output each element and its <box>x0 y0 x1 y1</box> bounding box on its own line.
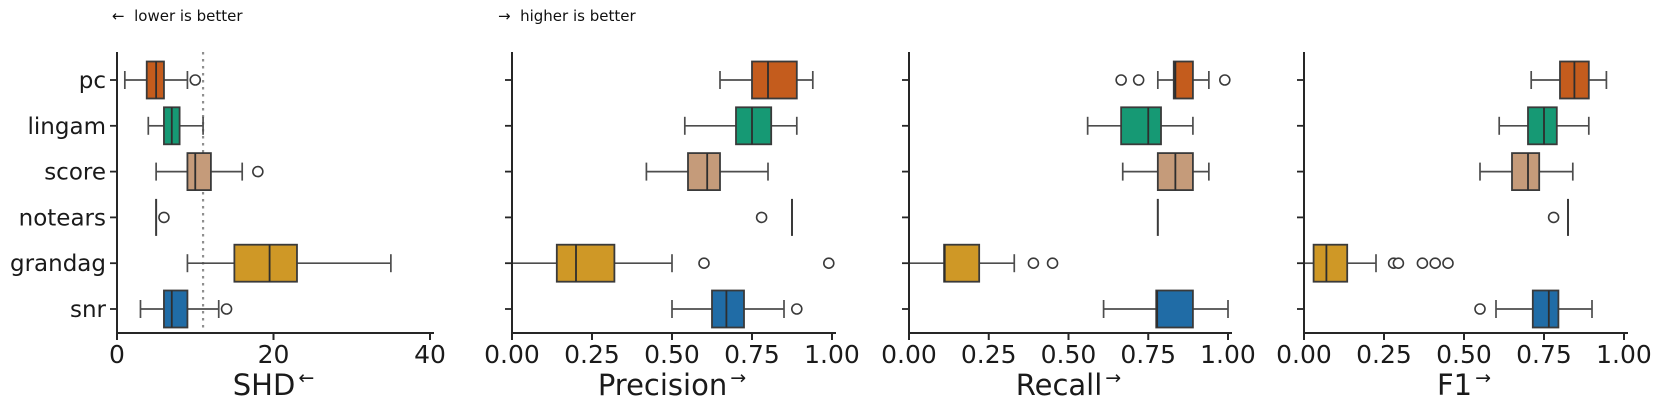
x-tick-label: 1.00 <box>804 340 860 369</box>
outlier-point <box>755 211 768 224</box>
outlier-point <box>252 165 264 178</box>
category-label-lingam: lingam <box>28 114 106 140</box>
outlier-point <box>1027 257 1040 270</box>
x-tick-label: 0.50 <box>1041 340 1097 369</box>
outlier-point <box>1046 257 1059 270</box>
outlier-point <box>1132 74 1145 86</box>
f1-lingam-box <box>1498 106 1590 146</box>
iqr-box <box>163 289 189 329</box>
x-tick-label: 0.75 <box>1516 340 1572 369</box>
outlier-point <box>1429 257 1441 270</box>
x-axis-label-f1: F1 → <box>1437 367 1491 402</box>
precision-snr-box <box>671 289 803 329</box>
iqr-box <box>186 152 212 192</box>
x-tick-label: 0.50 <box>1436 340 1492 369</box>
recall-lingam-box <box>1086 106 1194 146</box>
shd-pc-box <box>123 60 202 100</box>
annotation-higher-is-better: → higher is better <box>498 7 636 25</box>
iqr-box <box>555 243 616 283</box>
iqr-box <box>943 243 981 283</box>
recall-pc-box <box>1115 60 1231 100</box>
f1-snr-box <box>1474 289 1593 329</box>
x-tick-label: 0.25 <box>1356 340 1412 369</box>
annotation-lower-is-better: ← lower is better <box>112 7 243 25</box>
f1-grandag-box <box>1303 243 1454 283</box>
category-label-grandag: grandag <box>10 251 106 277</box>
outlier-point <box>822 257 835 270</box>
precision-grandag-box <box>511 243 835 283</box>
outlier-point <box>1474 303 1486 315</box>
iqr-box <box>751 60 798 100</box>
x-tick-label: 0.75 <box>724 340 780 369</box>
f1-pc-box <box>1530 60 1608 100</box>
iqr-box <box>1312 243 1349 283</box>
outlier-point <box>189 74 202 86</box>
recall-snr-box <box>1102 289 1229 329</box>
outlier-point <box>1115 74 1127 86</box>
outlier-point <box>1219 74 1231 86</box>
outlier-point <box>698 257 710 270</box>
outlier-point <box>1547 211 1560 224</box>
x-tick-label: 0.00 <box>1276 340 1332 369</box>
iqr-box <box>711 289 745 329</box>
f1-notears-box <box>1547 198 1569 236</box>
precision-pc-box <box>719 60 814 100</box>
iqr-box <box>1511 152 1541 192</box>
panel-shd: 0 20 40 SHD ← pc lingam score notears grandag snr <box>10 52 446 402</box>
x-tick-label: 0.50 <box>644 340 700 369</box>
iqr-box <box>687 152 721 192</box>
shd-score-box <box>155 152 264 192</box>
x-tick-label: 40 <box>414 340 446 369</box>
outlier-point <box>158 211 170 224</box>
recall-score-box <box>1121 152 1210 192</box>
x-tick-label: 0.25 <box>564 340 620 369</box>
x-tick-label: 20 <box>258 340 290 369</box>
precision-notears-box <box>755 198 793 236</box>
x-axis-label-precision: Precision → <box>598 367 746 402</box>
shd-lingam-box <box>147 106 204 146</box>
x-axis-label-recall: Recall → <box>1016 367 1121 402</box>
x-tick-label: 1.00 <box>1596 340 1652 369</box>
x-tick-label: 0.25 <box>961 340 1017 369</box>
iqr-box <box>1527 106 1558 146</box>
category-label-score: score <box>44 160 106 186</box>
panel-f1: 0.00 0.25 0.50 0.75 1.00 F1 → <box>1276 52 1652 402</box>
panel-recall: 0.00 0.25 0.50 0.75 1.00 Recall → <box>881 52 1256 402</box>
axis-direction-arrow: → <box>1475 367 1491 389</box>
category-label-notears: notears <box>19 205 106 231</box>
x-tick-label: 0.75 <box>1120 340 1176 369</box>
shd-snr-box <box>139 289 233 329</box>
iqr-box <box>1172 60 1194 100</box>
iqr-box <box>1531 289 1560 329</box>
outlier-point <box>1416 257 1429 270</box>
outlier-point <box>790 303 803 315</box>
x-tick-label: 0 <box>109 340 125 369</box>
iqr-box <box>735 106 773 146</box>
f1-score-box <box>1479 152 1574 192</box>
axis-direction-arrow: → <box>730 367 746 389</box>
precision-score-box <box>645 152 769 192</box>
outlier-point <box>1392 257 1405 270</box>
x-tick-label: 0.00 <box>484 340 540 369</box>
iqr-box <box>233 243 298 283</box>
panel-precision: 0.00 0.25 0.50 0.75 1.00 Precision → <box>484 52 860 402</box>
x-tick-label: 1.00 <box>1200 340 1256 369</box>
recall-grandag-box <box>908 243 1059 283</box>
shd-grandag-box <box>186 243 392 283</box>
category-label-snr: snr <box>70 297 107 323</box>
axis-direction-arrow: ← <box>298 367 314 389</box>
x-axis-label-shd: SHD ← <box>233 367 314 402</box>
category-label-pc: pc <box>79 68 106 94</box>
shd-notears-box <box>155 198 170 236</box>
outlier-point <box>220 303 233 315</box>
precision-lingam-box <box>683 106 798 146</box>
x-tick-label: 0.00 <box>881 340 937 369</box>
iqr-box <box>1120 106 1162 146</box>
outlier-point <box>1442 257 1454 270</box>
axis-direction-arrow: → <box>1105 367 1121 389</box>
iqr-box <box>1155 289 1194 329</box>
